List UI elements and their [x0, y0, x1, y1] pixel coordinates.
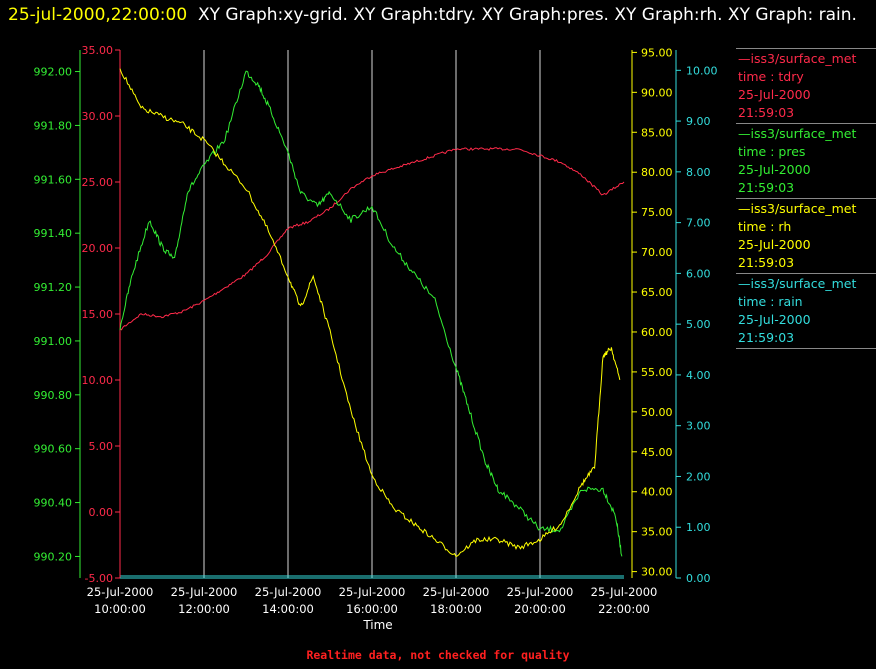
tdry-tick-label: -5.00 — [85, 572, 113, 585]
rh-tick-label: 80.00 — [641, 166, 673, 179]
legend-date: 25-Jul-2000 — [738, 162, 811, 177]
rain-tick-label: 2.00 — [686, 470, 711, 483]
legend-source-text: iss3/surface_met — [750, 276, 857, 291]
rh-tick-label: 70.00 — [641, 246, 673, 259]
x-axis-label: Time — [362, 618, 392, 632]
x-tick-label-time: 10:00:00 — [94, 602, 146, 616]
legend-entry-rh: —iss3/surface_met time : rh 25-Jul-2000 … — [736, 198, 876, 273]
rh-tick-label: 50.00 — [641, 406, 673, 419]
x-tick-label-date: 25-Jul-2000 — [423, 585, 490, 599]
legend-variable: time : pres — [738, 144, 806, 159]
rain-tick-label: 7.00 — [686, 217, 711, 230]
legend: —iss3/surface_met time : tdry 25-Jul-200… — [736, 48, 876, 349]
legend-date: 25-Jul-2000 — [738, 87, 811, 102]
legend-variable: time : rain — [738, 294, 803, 309]
rh-tick-label: 60.00 — [641, 326, 673, 339]
legend-date: 25-Jul-2000 — [738, 312, 811, 327]
tdry-tick-label: 0.00 — [89, 506, 114, 519]
legend-source: —iss3/surface_met — [738, 51, 857, 66]
quality-note: Realtime data, not checked for quality — [306, 648, 570, 662]
x-tick-label-date: 25-Jul-2000 — [171, 585, 238, 599]
tdry-tick-label: 25.00 — [82, 176, 114, 189]
rh-tick-label: 55.00 — [641, 366, 673, 379]
series-line-pres — [119, 70, 623, 557]
legend-variable: time : tdry — [738, 69, 804, 84]
tdry-tick-label: 20.00 — [82, 242, 114, 255]
legend-time: 21:59:03 — [738, 105, 795, 120]
rain-tick-label: 10.00 — [686, 64, 718, 77]
series-line-rh — [119, 68, 621, 558]
x-tick-label-date: 25-Jul-2000 — [87, 585, 154, 599]
rain-tick-label: 9.00 — [686, 115, 711, 128]
x-tick-label-date: 25-Jul-2000 — [339, 585, 406, 599]
pres-tick-label: 991.20 — [34, 281, 73, 294]
x-tick-label-time: 20:00:00 — [514, 602, 566, 616]
chart-header: 25-jul-2000,22:00:00 XY Graph:xy-grid. X… — [8, 2, 868, 28]
pres-tick-label: 991.60 — [34, 173, 73, 186]
pres-tick-label: 991.40 — [34, 227, 73, 240]
legend-entry-tdry: —iss3/surface_met time : tdry 25-Jul-200… — [736, 48, 876, 123]
x-tick-label-date: 25-Jul-2000 — [591, 585, 658, 599]
pres-tick-label: 991.00 — [34, 335, 73, 348]
legend-variable: time : rh — [738, 219, 792, 234]
legend-source: —iss3/surface_met — [738, 126, 857, 141]
timestamp: 25-jul-2000,22:00:00 — [8, 5, 188, 25]
tdry-tick-label: 5.00 — [89, 440, 114, 453]
rain-tick-label: 5.00 — [686, 318, 711, 331]
pres-tick-label: 992.00 — [34, 66, 73, 79]
tdry-tick-label: 15.00 — [82, 308, 114, 321]
rain-tick-label: 1.00 — [686, 521, 711, 534]
legend-time: 21:59:03 — [738, 180, 795, 195]
legend-date: 25-Jul-2000 — [738, 237, 811, 252]
tdry-tick-label: 35.00 — [82, 44, 114, 57]
legend-entry-pres: —iss3/surface_met time : pres 25-Jul-200… — [736, 123, 876, 198]
rain-tick-label: 8.00 — [686, 166, 711, 179]
legend-time: 21:59:03 — [738, 255, 795, 270]
rh-tick-label: 45.00 — [641, 446, 673, 459]
rh-tick-label: 30.00 — [641, 566, 673, 579]
legend-source-text: iss3/surface_met — [750, 51, 857, 66]
legend-entry-rain: —iss3/surface_met time : rain 25-Jul-200… — [736, 273, 876, 349]
pres-tick-label: 990.80 — [34, 389, 73, 402]
graph-titles: XY Graph:xy-grid. XY Graph:tdry. XY Grap… — [197, 5, 857, 25]
x-tick-label-date: 25-Jul-2000 — [507, 585, 574, 599]
rh-tick-label: 90.00 — [641, 86, 673, 99]
x-tick-label-time: 12:00:00 — [178, 602, 230, 616]
pres-tick-label: 990.20 — [34, 550, 73, 563]
rh-tick-label: 65.00 — [641, 286, 673, 299]
legend-source-text: iss3/surface_met — [750, 126, 857, 141]
rh-tick-label: 95.00 — [641, 46, 673, 59]
legend-source: —iss3/surface_met — [738, 201, 857, 216]
x-tick-label-time: 14:00:00 — [262, 602, 314, 616]
tdry-tick-label: 10.00 — [82, 374, 114, 387]
rh-tick-label: 85.00 — [641, 126, 673, 139]
rh-tick-label: 75.00 — [641, 206, 673, 219]
legend-time: 21:59:03 — [738, 330, 795, 345]
legend-source: —iss3/surface_met — [738, 276, 857, 291]
tdry-tick-label: 30.00 — [82, 110, 114, 123]
x-tick-label-time: 18:00:00 — [430, 602, 482, 616]
rh-tick-label: 35.00 — [641, 526, 673, 539]
rain-tick-label: 0.00 — [686, 572, 711, 585]
pres-tick-label: 990.40 — [34, 497, 73, 510]
rain-tick-label: 3.00 — [686, 420, 711, 433]
rain-tick-label: 6.00 — [686, 267, 711, 280]
series-line-tdry — [119, 147, 625, 331]
pres-tick-label: 991.80 — [34, 119, 73, 132]
x-tick-label-time: 16:00:00 — [346, 602, 398, 616]
pres-tick-label: 990.60 — [34, 443, 73, 456]
x-tick-label-time: 22:00:00 — [598, 602, 650, 616]
legend-source-text: iss3/surface_met — [750, 201, 857, 216]
rh-tick-label: 40.00 — [641, 486, 673, 499]
rain-tick-label: 4.00 — [686, 369, 711, 382]
x-tick-label-date: 25-Jul-2000 — [255, 585, 322, 599]
